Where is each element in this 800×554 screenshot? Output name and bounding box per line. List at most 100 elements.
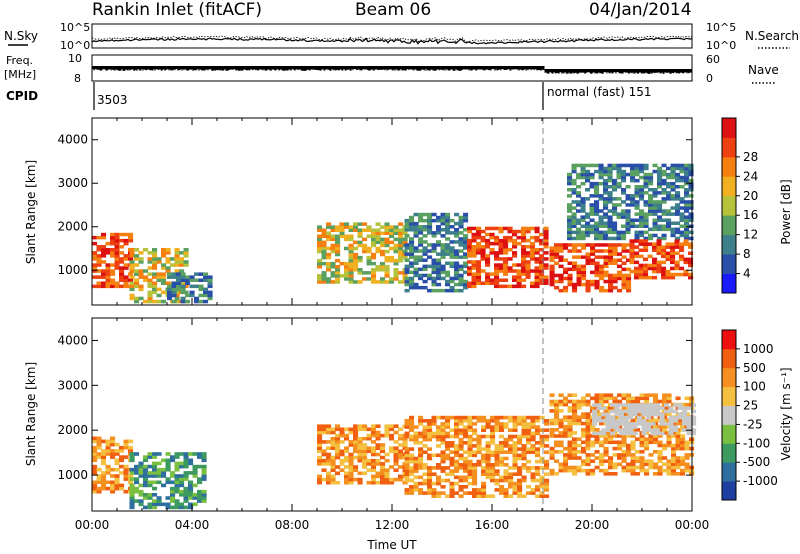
power-cell (571, 230, 577, 235)
power-cell (684, 221, 690, 225)
velocity-cell (626, 434, 632, 438)
velocity-cell (192, 474, 198, 478)
velocity-cell (170, 486, 176, 491)
power-cell (445, 215, 451, 220)
velocity-cell (657, 440, 663, 445)
velocity-cell (174, 455, 180, 459)
power-cell (357, 243, 363, 248)
velocity-cell (539, 466, 545, 470)
power-cell (534, 281, 540, 285)
power-cell (648, 188, 654, 192)
velocity-cell (526, 422, 532, 426)
velocity-cell (449, 472, 455, 476)
power-cell (321, 255, 327, 260)
power-cell (608, 285, 614, 290)
velocity-cell (621, 468, 627, 473)
power-cell (652, 224, 658, 228)
velocity-cell (485, 456, 491, 461)
power-cell (418, 218, 424, 223)
power-cell (498, 241, 504, 246)
power-cell (684, 163, 690, 168)
velocity-cell (517, 434, 523, 439)
power-cell (652, 248, 658, 252)
velocity-cell (558, 402, 564, 407)
velocity-cell (404, 425, 410, 429)
velocity-cell (648, 459, 654, 463)
velocity-cell (592, 412, 598, 417)
power-cell (598, 172, 604, 177)
power-cell (174, 269, 180, 273)
velocity-cell (576, 402, 582, 407)
velocity-cell (418, 459, 424, 464)
power-cell (402, 274, 408, 278)
power-cell (375, 231, 381, 235)
velocity-x-ticks: 00:00 04:00 08:00 12:00 16:00 20:00 00:00 (75, 318, 709, 532)
velocity-cell (380, 477, 386, 482)
power-cell (608, 249, 614, 253)
velocity-cell (418, 475, 424, 480)
power-cell (603, 181, 609, 186)
velocity-cell (481, 456, 487, 461)
power-cell (143, 248, 149, 252)
power-cell (580, 230, 586, 235)
power-cell (661, 209, 667, 213)
power-cell (576, 163, 582, 168)
velocity-cell (418, 453, 424, 458)
power-cell (608, 246, 614, 250)
velocity-cell (92, 455, 98, 459)
velocity-cell (170, 496, 176, 500)
velocity-cell (503, 491, 509, 495)
power-cell (661, 178, 667, 183)
power-cell (530, 251, 536, 255)
power-cell (563, 270, 569, 275)
velocity-cell (581, 421, 587, 426)
power-cell (128, 278, 134, 282)
velocity-cell (655, 403, 661, 407)
power-cell (404, 276, 410, 281)
power-cell (684, 233, 690, 238)
velocity-cell (544, 437, 550, 442)
power-cell (625, 185, 631, 189)
power-cell (171, 299, 177, 304)
power-cell (603, 197, 609, 201)
velocity-cell (530, 491, 536, 495)
power-cell (688, 257, 694, 262)
velocity-cell (563, 453, 569, 457)
velocity-cell (596, 403, 602, 407)
velocity-cell (165, 477, 171, 481)
velocity-cell (129, 486, 135, 491)
velocity-cell (655, 406, 661, 410)
velocity-cell (344, 449, 350, 454)
power-cell (485, 241, 491, 246)
velocity-cell (626, 468, 632, 473)
velocity-cell (357, 440, 363, 444)
x-tick-label: 20:00 (575, 518, 610, 532)
power-cell (621, 233, 627, 238)
power-cell (652, 200, 658, 204)
velocity-cell (544, 485, 550, 489)
velocity-cell (657, 450, 663, 454)
velocity-cell (188, 461, 194, 466)
velocity-cell (671, 443, 677, 448)
velocity-cell (321, 468, 327, 472)
velocity-cell (608, 472, 614, 476)
velocity-cell (427, 419, 433, 423)
velocity-cell (335, 436, 341, 441)
power-cell (463, 240, 469, 244)
power-cell (626, 288, 632, 293)
velocity-cell (143, 467, 149, 472)
power-cell (171, 290, 177, 295)
velocity-cell (344, 455, 350, 460)
velocity-cell (641, 403, 647, 407)
velocity-colorbar-swatches (722, 330, 736, 501)
power-cell (101, 281, 107, 285)
power-cell (652, 188, 658, 192)
power-cell (498, 263, 504, 267)
power-cell (534, 235, 540, 240)
power-cell (335, 274, 341, 278)
velocity-cell (490, 494, 496, 498)
power-cell (634, 239, 640, 243)
power-cell (603, 261, 609, 265)
power-cell (598, 181, 604, 186)
velocity-cell (671, 456, 677, 460)
